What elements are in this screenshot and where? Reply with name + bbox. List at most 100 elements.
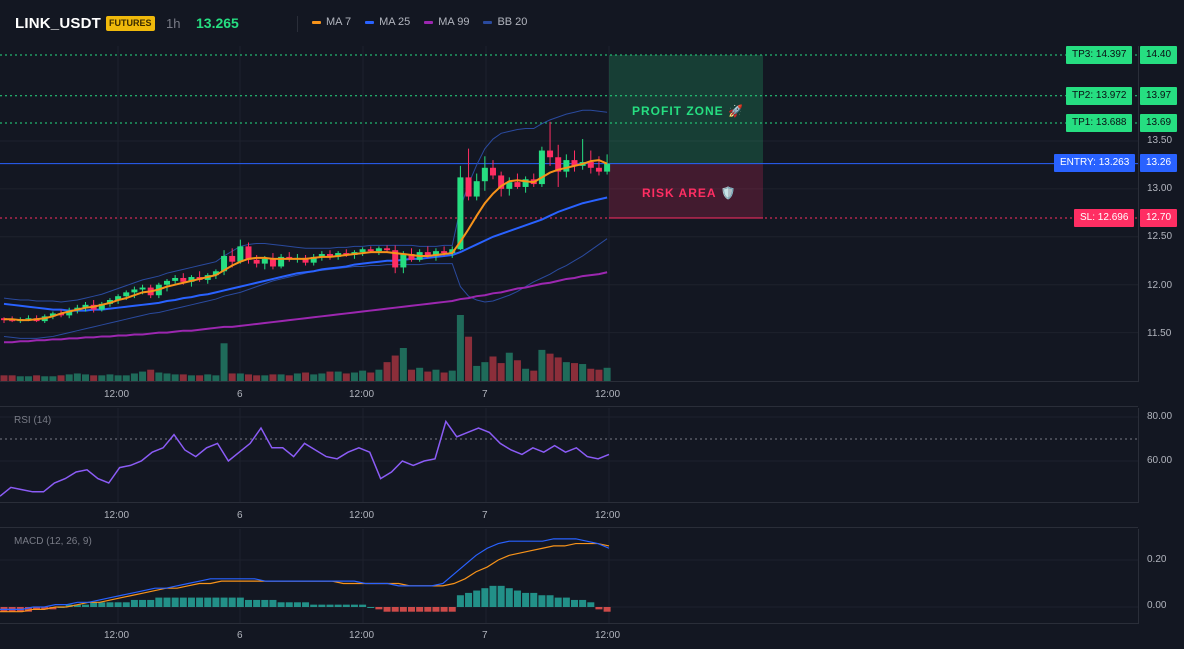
- candle-body: [604, 163, 611, 172]
- tp1-tag: TP1: 13.688: [1066, 114, 1133, 132]
- volume-bar: [245, 374, 252, 381]
- volume-bar: [228, 373, 236, 381]
- macd-histogram-bar: [334, 604, 342, 607]
- tp1-axis-tag: 13.69: [1140, 114, 1178, 132]
- last-price: 13.265: [196, 15, 239, 31]
- candle-body: [237, 246, 244, 262]
- candle-body: [490, 167, 496, 176]
- candle-body: [538, 150, 545, 185]
- macd-histogram-bar: [310, 604, 318, 607]
- profit-zone: [609, 55, 763, 164]
- volume-bar: [448, 370, 456, 381]
- legend-bb20-label: BB 20: [497, 16, 528, 28]
- volume-bar: [49, 376, 57, 381]
- macd-histogram-bar: [187, 597, 195, 607]
- legend-ma99[interactable]: MA 99: [424, 16, 469, 28]
- volume-bar: [130, 373, 138, 381]
- pane-separator-1: [0, 406, 1138, 407]
- legend-ma25[interactable]: MA 25: [365, 16, 410, 28]
- candle-body: [131, 289, 138, 293]
- legend-bb20-swatch: [483, 20, 493, 24]
- macd-histogram-bar: [139, 599, 147, 607]
- candle-body: [441, 251, 448, 254]
- candle-body: [555, 157, 562, 172]
- macd-histogram-bar: [122, 602, 130, 607]
- macd-histogram-bar: [285, 602, 293, 607]
- indicator-legend: MA 7 MA 25 MA 99 BB 20: [312, 16, 527, 28]
- volume-bar: [310, 374, 318, 381]
- time-tick-macd-3: 7: [482, 630, 488, 641]
- time-tick-rsi-2: 12:00: [349, 510, 375, 521]
- time-tick-macd-4: 12:00: [595, 630, 621, 641]
- macd-histogram-bar: [212, 597, 220, 607]
- macd-histogram-bar: [49, 607, 57, 610]
- volume-bar: [73, 373, 81, 381]
- time-tick-main-2: 12:00: [349, 389, 375, 400]
- candle-body: [212, 271, 219, 276]
- macd-histogram-bar: [73, 604, 81, 607]
- macd-histogram-bar: [204, 597, 212, 607]
- macd-histogram-bar: [82, 604, 89, 607]
- macd-histogram-bar: [261, 599, 269, 607]
- volume-bar: [196, 375, 204, 381]
- volume-bar: [473, 365, 481, 381]
- macd-pane-label: MACD (12, 26, 9): [14, 536, 92, 547]
- volume-bar: [114, 375, 122, 381]
- timeframe-selector[interactable]: 1h: [166, 16, 181, 31]
- volume-bar: [253, 375, 261, 381]
- candle-body: [424, 252, 431, 256]
- macd-histogram-bar: [41, 607, 49, 610]
- macd-histogram-bar: [522, 592, 530, 607]
- candle-body: [457, 177, 464, 250]
- candle-body: [172, 277, 179, 281]
- macd-histogram-bar: [562, 597, 570, 607]
- macd-histogram-bar: [179, 597, 187, 607]
- bb-upper-line: [3, 109, 608, 303]
- legend-ma7[interactable]: MA 7: [312, 16, 351, 28]
- time-tick-main-4: 12:00: [595, 389, 621, 400]
- entry-axis-tag: 13.26: [1140, 154, 1178, 172]
- volume-bar: [261, 375, 269, 381]
- macd-histogram-bar: [505, 588, 513, 607]
- macd-histogram-bar: [416, 607, 424, 612]
- macd-histogram-bar: [497, 585, 505, 607]
- macd-histogram-bar: [465, 592, 473, 607]
- volume-bar: [41, 376, 49, 381]
- symbol-name[interactable]: LINK_USDT: [15, 15, 101, 32]
- volume-bar: [383, 362, 391, 381]
- volume-bar: [65, 374, 73, 381]
- volume-bar: [220, 343, 228, 381]
- candle-body: [465, 177, 472, 197]
- volume-bar: [106, 374, 114, 381]
- candle-body: [164, 280, 170, 285]
- volume-bar: [481, 362, 489, 381]
- macd-histogram-bar: [106, 602, 114, 607]
- futures-badge: FUTURES: [106, 16, 155, 31]
- candle-body: [245, 246, 252, 260]
- volume-bar: [456, 315, 464, 381]
- candle-body: [522, 179, 529, 187]
- volume-bar: [171, 374, 179, 381]
- macd-histogram-bar: [367, 607, 375, 608]
- legend-ma7-label: MA 7: [326, 16, 352, 28]
- macd-histogram-bar: [155, 597, 163, 607]
- volume-bar: [302, 372, 310, 381]
- macd-histogram-bar: [163, 597, 171, 607]
- volume-bar: [8, 375, 16, 381]
- macd-histogram-bar: [130, 599, 138, 607]
- volume-bar: [522, 368, 530, 381]
- price-tick-4: 13.50: [1147, 135, 1173, 146]
- volume-bar: [33, 375, 41, 381]
- volume-bar: [277, 374, 285, 381]
- macd-histogram-bar: [424, 607, 432, 612]
- candle-body: [595, 167, 602, 172]
- legend-bb20[interactable]: BB 20: [483, 16, 527, 28]
- candle-body: [82, 304, 89, 308]
- rsi-tick-0: 60.00: [1147, 455, 1173, 466]
- candle-body: [278, 256, 285, 267]
- profit-zone-label: PROFIT ZONE 🚀: [632, 104, 744, 118]
- volume-bar: [554, 357, 562, 381]
- macd-histogram-bar: [359, 604, 367, 607]
- volume-bar: [465, 336, 473, 381]
